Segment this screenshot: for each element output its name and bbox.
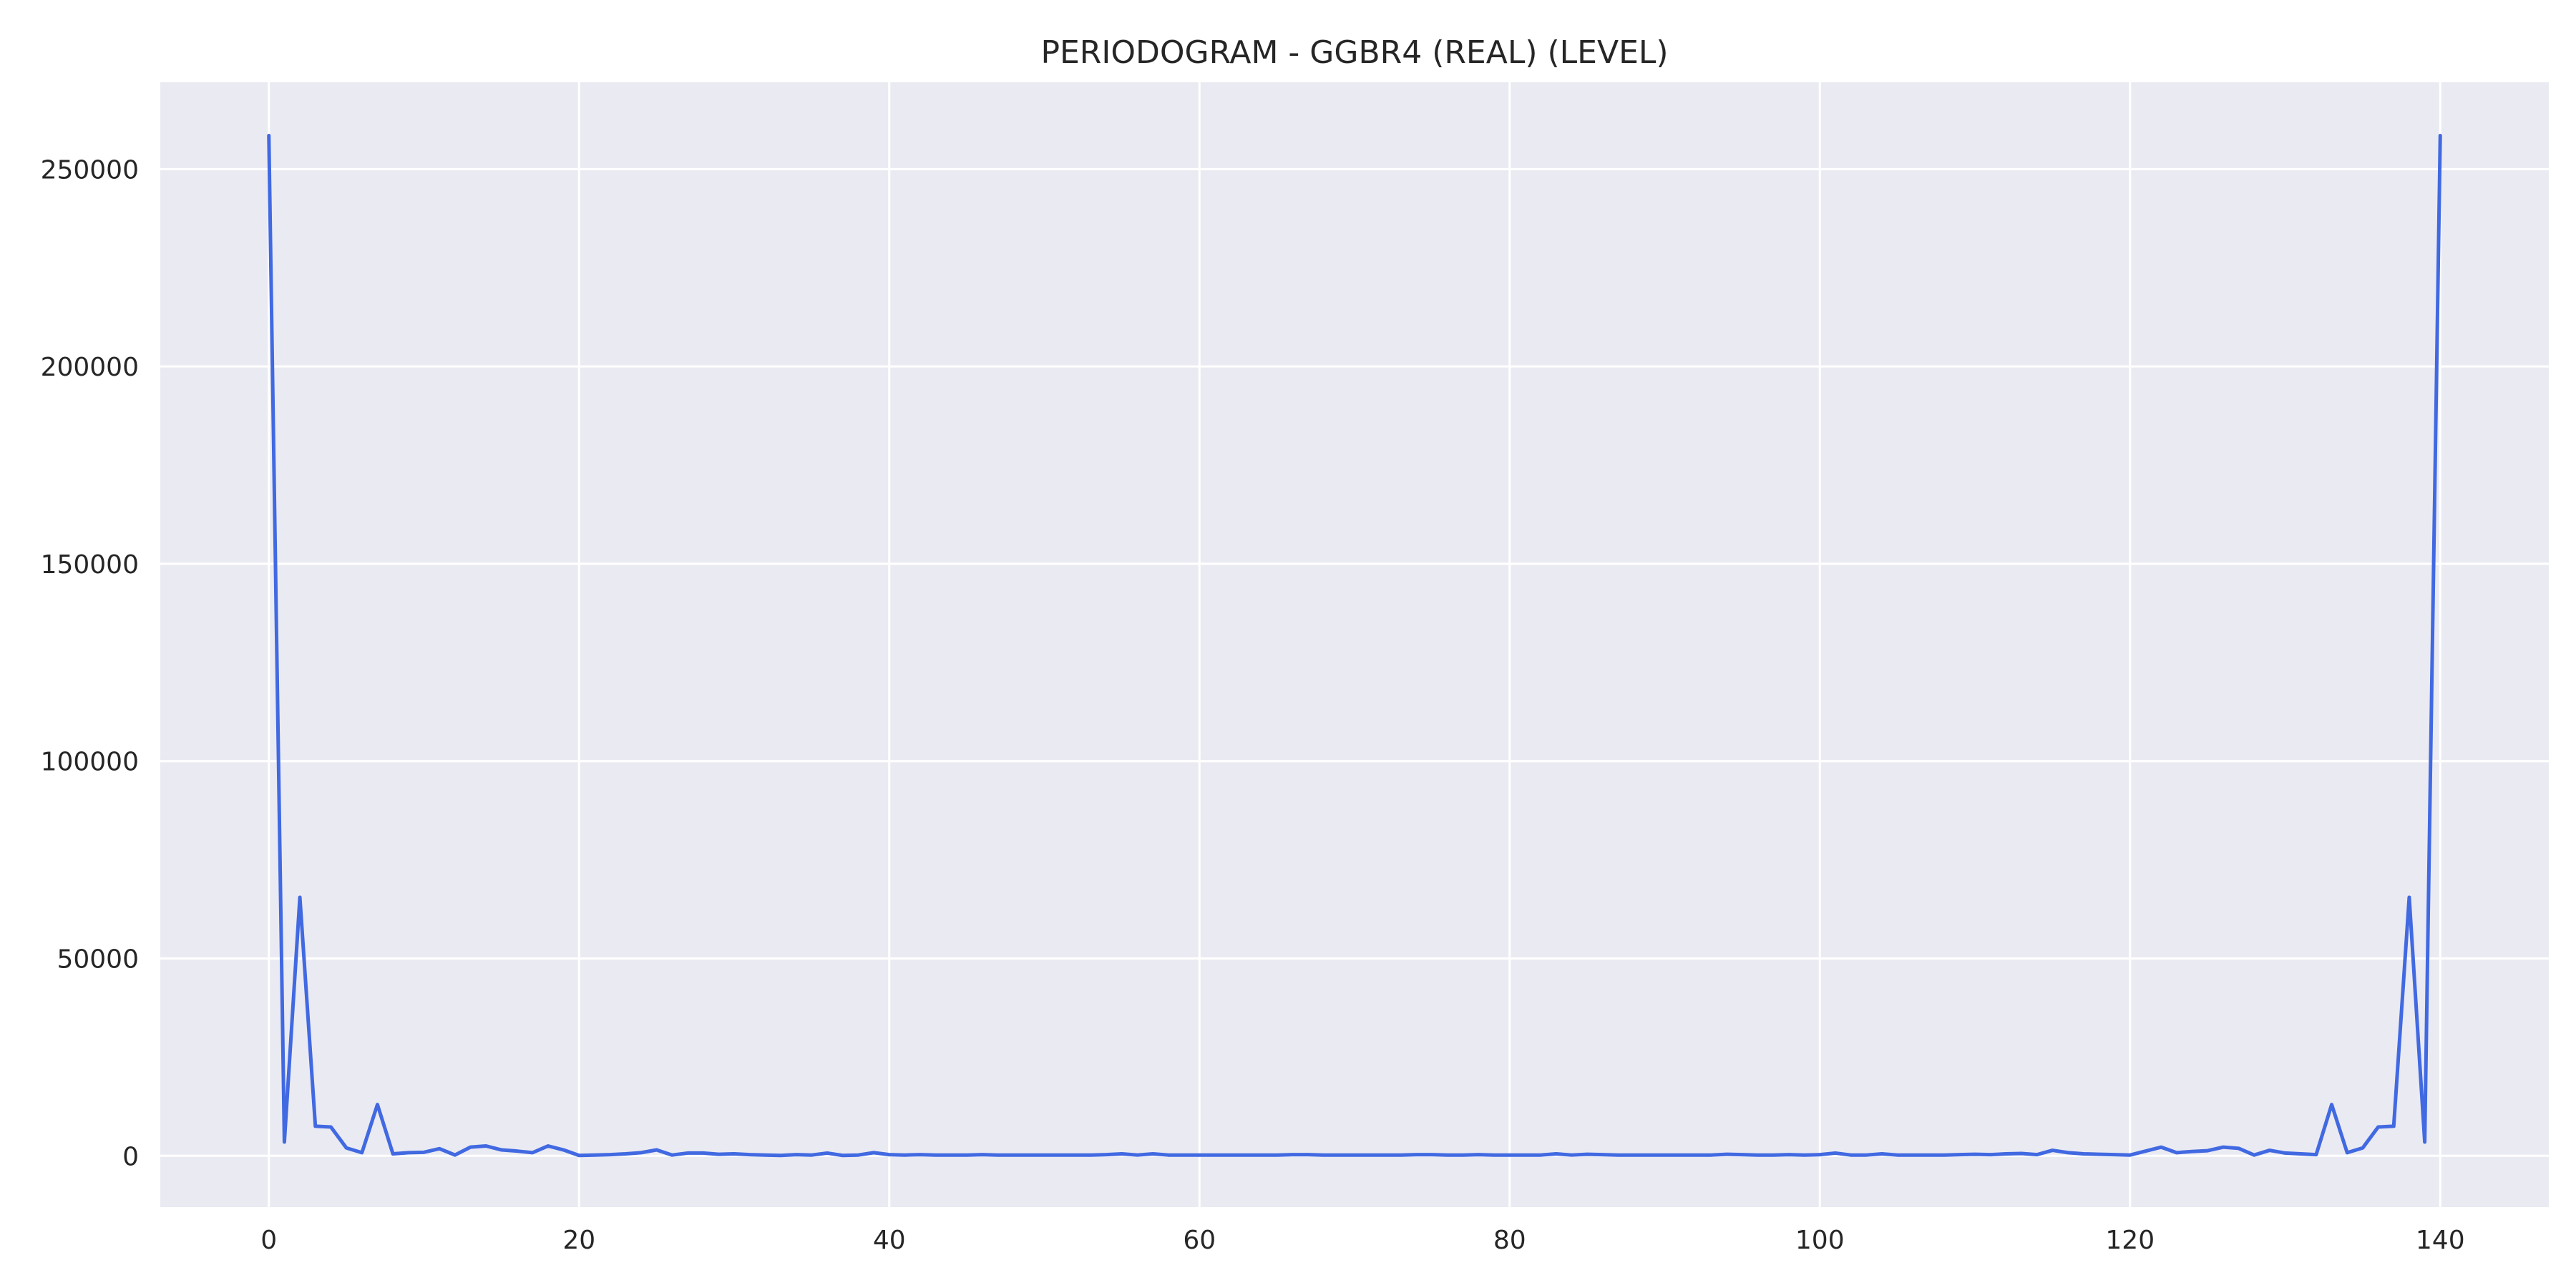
x-tick-label: 100 xyxy=(1795,1226,1845,1255)
y-tick-label: 200000 xyxy=(41,353,139,382)
y-tick-label: 150000 xyxy=(41,550,139,580)
x-tick-label: 60 xyxy=(1183,1226,1216,1255)
y-tick-label: 0 xyxy=(122,1142,139,1171)
x-tick-label: 140 xyxy=(2416,1226,2465,1255)
x-tick-label: 20 xyxy=(562,1226,595,1255)
y-tick-label: 50000 xyxy=(57,945,139,975)
chart-title: PERIODOGRAM - GGBR4 (REAL) (LEVEL) xyxy=(1040,34,1668,71)
y-tick-label: 100000 xyxy=(41,748,139,777)
x-tick-label: 80 xyxy=(1493,1226,1526,1255)
plot-area: 0 20 40 60 80 100 120 140 0 50000 100000 150000 2000… xyxy=(41,82,2549,1255)
x-tick-label: 40 xyxy=(873,1226,906,1255)
x-tick-label: 0 xyxy=(260,1226,277,1255)
plot-background xyxy=(160,82,2549,1207)
series-line xyxy=(267,133,2442,1158)
x-tick-label: 120 xyxy=(2105,1226,2155,1255)
y-tick-label: 250000 xyxy=(41,155,139,185)
